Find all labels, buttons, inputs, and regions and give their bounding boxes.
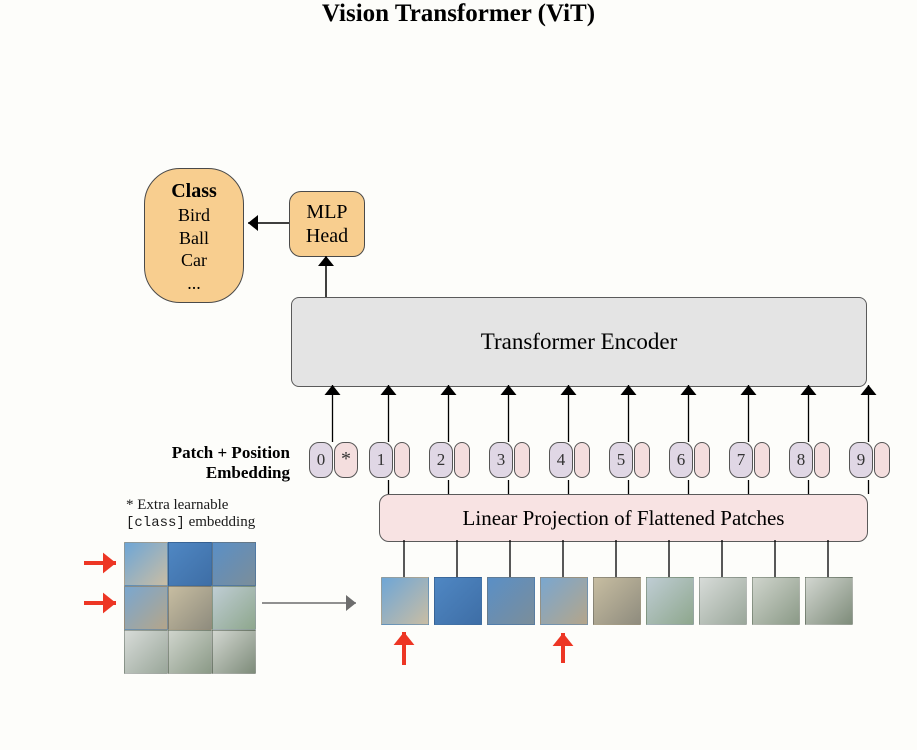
arrow-layer: [0, 0, 917, 750]
